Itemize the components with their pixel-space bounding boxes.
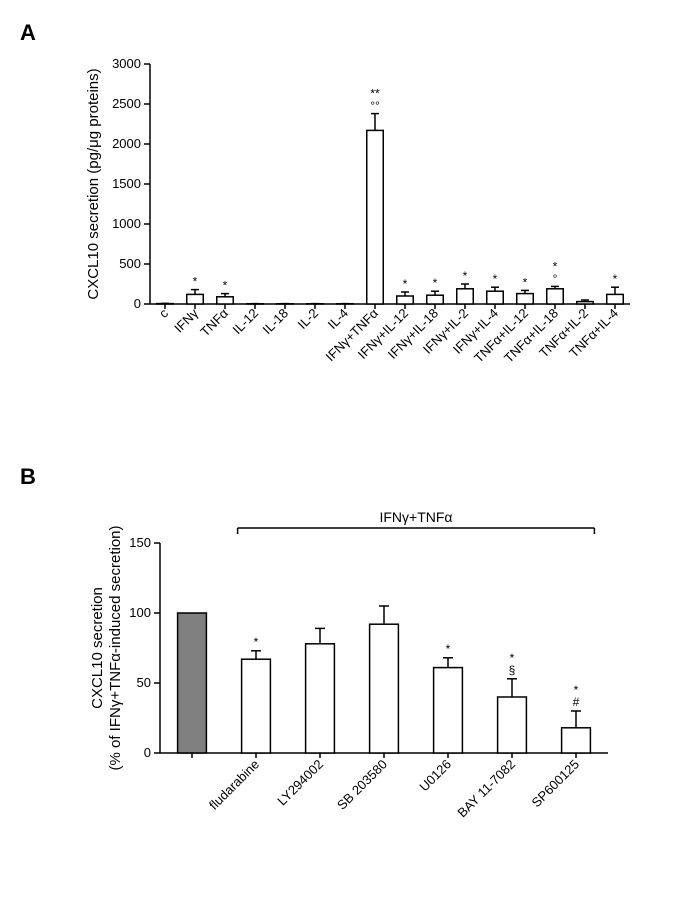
bar	[370, 624, 399, 753]
svg-text:°: °	[553, 271, 558, 285]
bar	[242, 659, 271, 753]
bar	[397, 296, 414, 304]
svg-text:*: *	[493, 272, 498, 286]
category-label: IFNγ	[171, 305, 201, 335]
svg-text:0: 0	[134, 296, 141, 311]
svg-text:CXCL10 secretion (pg/μg protei: CXCL10 secretion (pg/μg proteins)	[85, 68, 102, 299]
svg-text:50: 50	[137, 675, 151, 690]
category-label: U0126	[416, 757, 454, 795]
svg-text:§: §	[509, 663, 516, 677]
chart-a: 0 500 1000 1500 2000 2500 3000 CXCL10 secretion…	[80, 54, 640, 434]
svg-text:150: 150	[129, 535, 151, 550]
bar	[607, 294, 624, 304]
bar	[498, 697, 527, 753]
category-label: fludarabine	[206, 757, 262, 813]
bar	[577, 302, 594, 304]
svg-text:*: *	[193, 275, 198, 289]
svg-text:3000: 3000	[112, 56, 141, 71]
bar	[427, 295, 444, 304]
chart-b: 0 50 100 150 CXCL10 secretion(% of IFNγ+TNFα…	[80, 498, 620, 868]
category-label: c	[156, 305, 172, 321]
bar	[178, 613, 207, 753]
svg-text:500: 500	[119, 256, 141, 271]
panel-b-figure: 0 50 100 150 CXCL10 secretion(% of IFNγ+TNFα…	[80, 498, 668, 868]
svg-text:*: *	[403, 277, 408, 291]
svg-text:100: 100	[129, 605, 151, 620]
bar	[547, 289, 564, 304]
svg-text:2000: 2000	[112, 136, 141, 151]
bar	[217, 297, 234, 304]
category-label: BAY 11-7082	[454, 757, 518, 821]
category-label: IL-2	[295, 306, 321, 332]
svg-text:1000: 1000	[112, 216, 141, 231]
svg-text:1500: 1500	[112, 176, 141, 191]
svg-text:°°: °°	[370, 99, 380, 113]
svg-text:*: *	[223, 279, 228, 293]
bar	[457, 289, 474, 304]
category-label: SP600125	[529, 757, 583, 811]
panel-a-label: A	[20, 20, 668, 46]
category-label: TNFα	[197, 305, 231, 339]
bar	[306, 644, 335, 753]
svg-text:0: 0	[144, 745, 151, 760]
category-label: LY294002	[274, 757, 326, 809]
category-label: IL-18	[260, 306, 292, 338]
panel-b-label: B	[20, 464, 668, 490]
bar	[517, 294, 534, 304]
category-label: SB 203580	[334, 757, 390, 813]
svg-text:#: #	[573, 695, 580, 709]
panel-a-figure: 0 500 1000 1500 2000 2500 3000 CXCL10 secretion…	[80, 54, 668, 434]
bar	[367, 130, 384, 304]
category-label: IL-12	[230, 306, 262, 338]
bar	[434, 668, 463, 753]
svg-text:(% of IFNγ+TNFα-induced secret: (% of IFNγ+TNFα-induced secretion)	[107, 526, 124, 771]
svg-text:*: *	[433, 276, 438, 290]
svg-text:*: *	[523, 275, 528, 289]
bar	[562, 728, 591, 753]
svg-text:CXCL10 secretion: CXCL10 secretion	[89, 587, 106, 709]
svg-text:IFNγ+TNFα: IFNγ+TNFα	[379, 509, 452, 525]
svg-text:*: *	[463, 269, 468, 283]
svg-text:*: *	[446, 642, 451, 656]
svg-text:2500: 2500	[112, 96, 141, 111]
bar	[187, 294, 204, 304]
bar	[487, 291, 504, 304]
svg-text:*: *	[254, 635, 259, 649]
svg-text:*: *	[613, 272, 618, 286]
